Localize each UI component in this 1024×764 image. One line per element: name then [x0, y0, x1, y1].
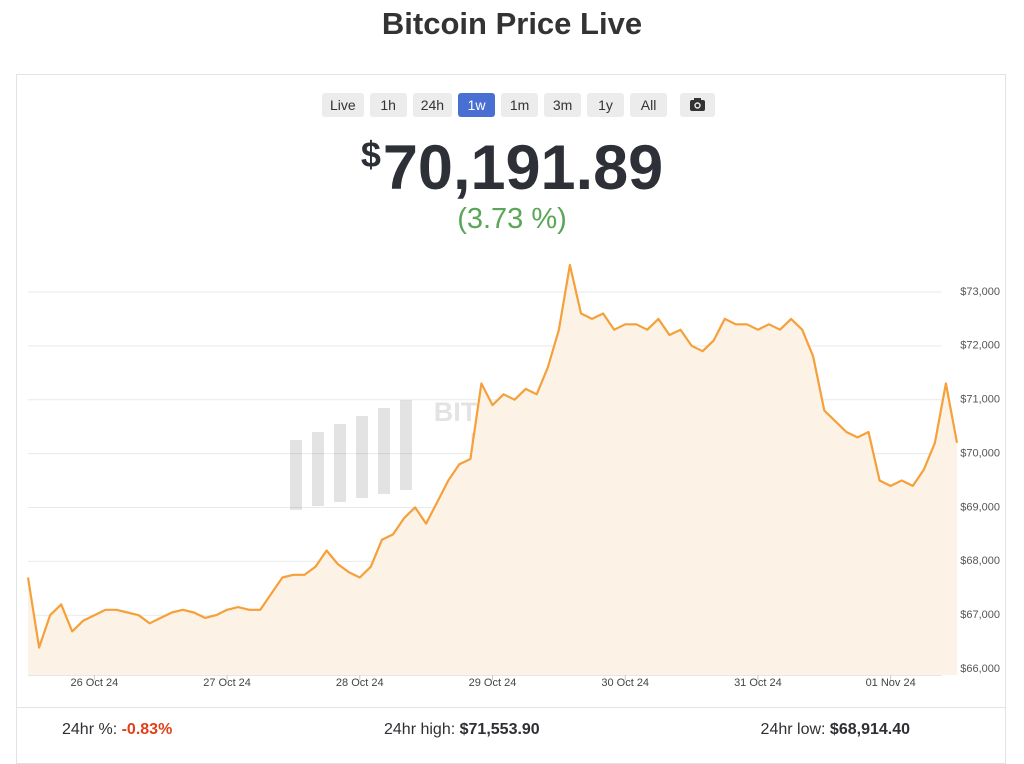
range-button[interactable]: 24h: [412, 93, 453, 117]
watermark-bar: [334, 424, 346, 502]
range-button[interactable]: 1y: [587, 93, 625, 117]
stat-value: -0.83%: [121, 721, 173, 738]
area: [28, 265, 957, 675]
price-change: (3.73 %): [457, 203, 567, 235]
stat: 24hr %: -0.83%: [62, 721, 172, 739]
camera-icon: [690, 98, 705, 111]
price: $70,191.89: [0, 132, 1024, 204]
x-tick-label: 01 Nov 24: [866, 677, 916, 689]
stats-bar: 24hr %: -0.83% 24hr high: $71,553.90 24hr …: [16, 707, 1006, 755]
y-tick-label: $71,000: [960, 394, 1000, 406]
stat-label: 24hr %:: [62, 721, 118, 738]
stat-value: $71,553.90: [459, 721, 540, 738]
y-tick-label: $67,000: [960, 609, 1000, 621]
currency: $: [360, 134, 381, 175]
range-button[interactable]: 1m: [501, 93, 539, 117]
y-tick-label: $72,000: [960, 340, 1000, 352]
y-tick-label: $73,000: [960, 286, 1000, 298]
snapshot-button[interactable]: [680, 93, 715, 117]
stat: 24hr low: $68,914.40: [761, 721, 910, 739]
y-tick-label: $69,000: [960, 501, 1000, 513]
stat-label: 24hr high:: [384, 721, 456, 738]
x-tick-label: 31 Oct 24: [734, 677, 782, 689]
range-button[interactable]: 1h: [369, 93, 407, 117]
stat-label: 24hr low:: [760, 721, 826, 738]
x-tick-label: 30 Oct 24: [601, 677, 649, 689]
y-tick-label: $66,000: [960, 663, 1000, 675]
page-title: Bitcoin Price Live: [381, 6, 643, 41]
y-tick-label: $68,000: [960, 555, 1000, 567]
watermark-bar: [356, 416, 368, 498]
x-tick-label: 29 Oct 24: [469, 677, 517, 689]
range-button[interactable]: 3m: [544, 93, 582, 117]
range-buttons: Live 1h 24h 1w 1m 3m 1y All: [322, 93, 668, 117]
price-line: [26, 263, 959, 649]
chart: $66,000 $67,000 $68,000 $69,000 $70,000 $71,0…: [26, 263, 1000, 689]
stat: 24hr high: $71,553.90: [384, 721, 540, 739]
watermark-bar: [400, 400, 412, 490]
price-amount: 70,191.89: [382, 133, 664, 203]
x-tick-label: 26 Oct 24: [71, 677, 119, 689]
watermark-bar: [378, 408, 390, 494]
x-tick-label: 28 Oct 24: [336, 677, 384, 689]
range-button[interactable]: All: [630, 93, 668, 117]
y-tick-label: $70,000: [960, 447, 1000, 459]
watermark-bar: [312, 432, 324, 506]
range-button[interactable]: 1w: [458, 93, 496, 117]
watermark-bar: [290, 440, 302, 510]
x-tick-label: 27 Oct 24: [203, 677, 251, 689]
stat-value: $68,914.40: [829, 721, 910, 738]
range-button[interactable]: Live: [322, 93, 364, 117]
